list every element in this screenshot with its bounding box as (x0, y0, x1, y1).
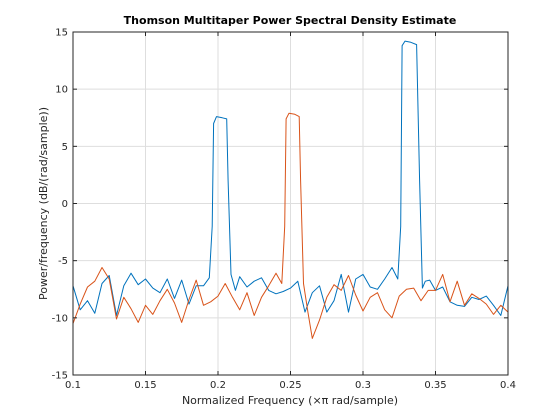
y-tick-label: 15 (55, 28, 68, 39)
x-tick-label: 0.2 (210, 380, 226, 391)
grid-lines (73, 32, 508, 375)
y-axis-label: Power/frequency (dB/(rad/sample)) (37, 107, 50, 300)
y-tick-label: -15 (52, 371, 68, 382)
x-tick-label: 0.4 (500, 380, 516, 391)
x-tick-label: 0.3 (355, 380, 371, 391)
series-layer (72, 40, 509, 339)
series-line-1 (72, 40, 509, 316)
series-line-2 (72, 112, 509, 339)
y-tick-label: -5 (58, 256, 68, 267)
x-tick-label: 0.1 (65, 380, 81, 391)
x-tick-label: 0.15 (134, 380, 156, 391)
y-tick-label: 0 (62, 199, 68, 210)
tick-labels: 0.1 0.15 0.2 0.25 0.3 0.35 0.4 -15 -10 -5 0 5 10 15 (52, 28, 516, 392)
y-tick-label: -10 (52, 313, 68, 324)
y-tick-label: 10 (55, 85, 68, 96)
x-axis-label: Normalized Frequency (×π rad/sample) (182, 394, 398, 407)
tick-marks (72, 31, 509, 376)
chart-title: Thomson Multitaper Power Spectral Densit… (124, 14, 457, 27)
x-tick-label: 0.25 (279, 380, 301, 391)
x-tick-label: 0.35 (424, 380, 446, 391)
y-tick-label: 5 (62, 142, 68, 153)
